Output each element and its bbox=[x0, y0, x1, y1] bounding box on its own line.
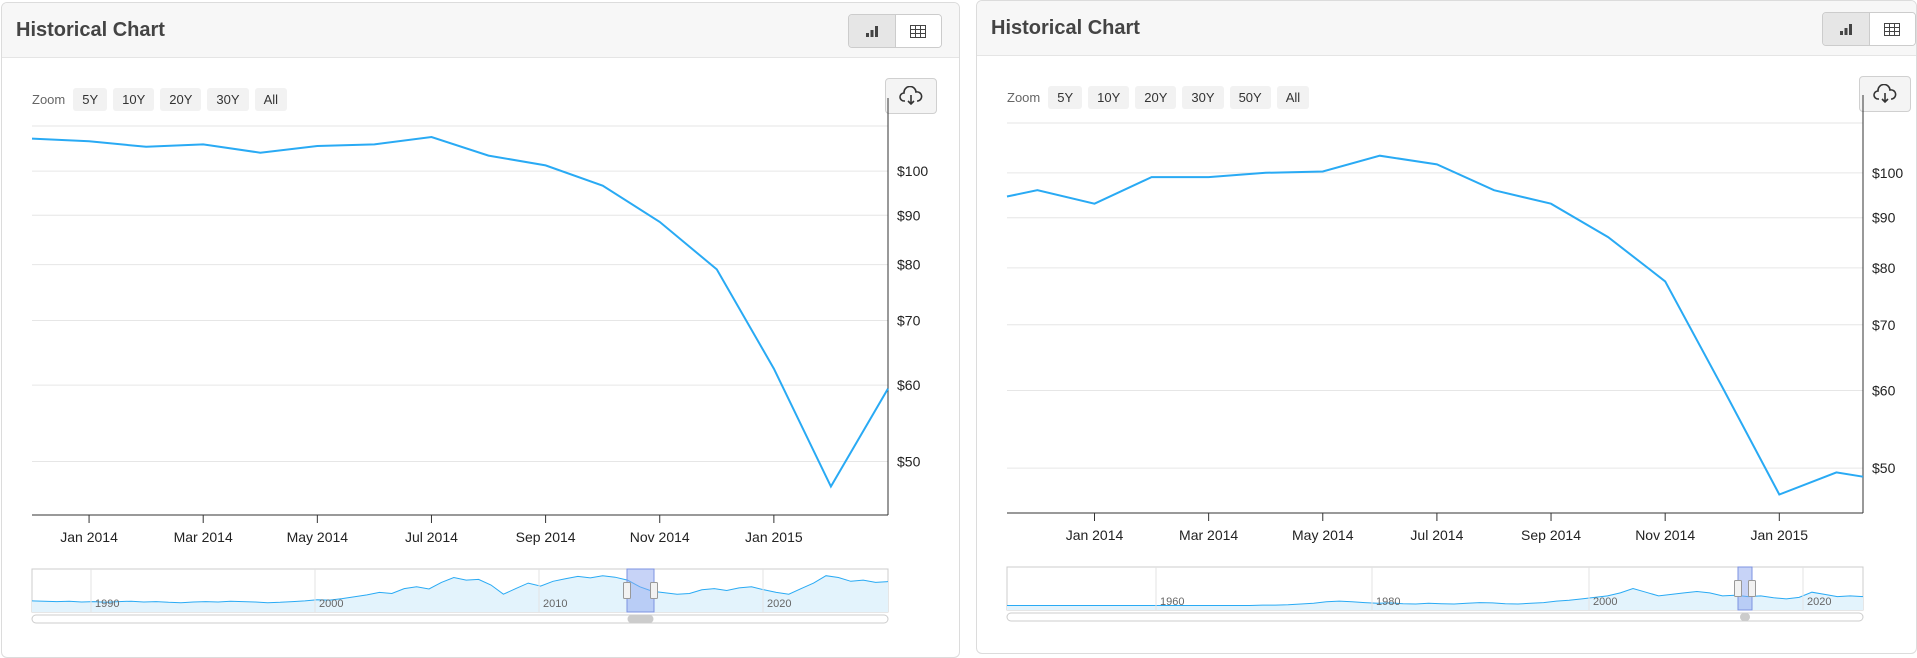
navigator-line bbox=[1007, 587, 1864, 606]
zoom-10y-button[interactable]: 10Y bbox=[113, 88, 155, 111]
navigator-label: 1960 bbox=[1160, 596, 1184, 608]
x-tick-label: Jan 2014 bbox=[1066, 527, 1124, 543]
view-toggle bbox=[848, 14, 942, 48]
x-tick-label: Jul 2014 bbox=[1410, 527, 1463, 543]
x-tick-label: Nov 2014 bbox=[630, 529, 690, 545]
line-chart: $50 $60 $70 $80 $90 $100 Jan 2014 Mar 2014 May 2… bbox=[31, 98, 928, 624]
navigator-scrollbar-thumb bbox=[1740, 613, 1750, 621]
y-tick-label: $60 bbox=[897, 377, 921, 393]
y-tick-label: $80 bbox=[897, 257, 921, 273]
view-toggle bbox=[1822, 12, 1916, 46]
zoom-label: Zoom bbox=[32, 92, 66, 107]
series-line bbox=[1006, 154, 1864, 496]
download-button[interactable] bbox=[1859, 76, 1911, 112]
zoom-30y-button[interactable]: 30Y bbox=[1182, 86, 1224, 109]
navigator-label: 2020 bbox=[767, 598, 791, 610]
panel-header: Historical Chart bbox=[977, 1, 1916, 56]
navigator-selection bbox=[626, 568, 655, 613]
navigator-label: 1980 bbox=[1376, 596, 1400, 608]
zoom-20y-button[interactable]: 20Y bbox=[1135, 86, 1177, 109]
x-tick-label: Jan 2014 bbox=[60, 529, 118, 545]
y-tick-label: $80 bbox=[1872, 260, 1896, 276]
navigator-scrollbar bbox=[31, 614, 889, 624]
x-tick-label: Sep 2014 bbox=[1521, 527, 1581, 543]
panel-title: Historical Chart bbox=[991, 17, 1140, 39]
chart-view-button[interactable] bbox=[849, 15, 895, 47]
navigator-scrollbar bbox=[1006, 612, 1864, 622]
zoom-5y-button[interactable]: 5Y bbox=[73, 88, 108, 111]
y-tick-label: $70 bbox=[1872, 317, 1896, 333]
zoom-30y-button[interactable]: 30Y bbox=[207, 88, 249, 111]
panel-title: Historical Chart bbox=[16, 19, 165, 41]
historical-chart-panel-left: Historical Chart Zoom 5Y 10Y 20Y 30Y All… bbox=[1, 2, 960, 658]
x-tick-label: Nov 2014 bbox=[1635, 527, 1695, 543]
x-tick-label: Jul 2014 bbox=[405, 529, 458, 545]
cloud-download-icon bbox=[1873, 84, 1897, 104]
x-tick-label: Jan 2015 bbox=[745, 529, 803, 545]
gridlines bbox=[32, 125, 888, 462]
x-tick-label: May 2014 bbox=[1292, 527, 1354, 543]
zoom-bar: Zoom 5Y 10Y 20Y 30Y 50Y All bbox=[1007, 86, 1310, 109]
table-view-button[interactable] bbox=[894, 15, 941, 47]
x-tick-label: Sep 2014 bbox=[516, 529, 576, 545]
navigator-area bbox=[32, 575, 888, 612]
x-tick-label: Mar 2014 bbox=[1179, 527, 1238, 543]
navigator-label: 2000 bbox=[1593, 596, 1617, 608]
zoom-10y-button[interactable]: 10Y bbox=[1088, 86, 1130, 109]
zoom-all-button[interactable]: All bbox=[1276, 86, 1310, 109]
y-tick-label: $60 bbox=[1872, 382, 1896, 398]
navigator-area bbox=[1007, 588, 1863, 610]
navigator-label: 2020 bbox=[1807, 596, 1831, 608]
historical-chart-panel-right: Historical Chart Zoom 5Y 10Y 20Y 30Y 50Y… bbox=[976, 0, 1917, 654]
zoom-50y-button[interactable]: 50Y bbox=[1229, 86, 1271, 109]
table-icon bbox=[1884, 22, 1901, 36]
y-tick-label: $90 bbox=[1872, 210, 1896, 226]
zoom-5y-button[interactable]: 5Y bbox=[1048, 86, 1083, 109]
chart-view-button[interactable] bbox=[1823, 13, 1869, 45]
panel-header: Historical Chart bbox=[2, 3, 959, 58]
navigator-label: 1990 bbox=[95, 598, 119, 610]
y-tick-label: $100 bbox=[1872, 165, 1903, 181]
navigator-handle bbox=[623, 582, 631, 599]
table-icon bbox=[910, 24, 927, 38]
navigator-label: 2010 bbox=[543, 598, 567, 610]
navigator-label: 2000 bbox=[319, 598, 343, 610]
gridlines bbox=[1007, 122, 1863, 469]
zoom-label: Zoom bbox=[1007, 90, 1041, 105]
navigator-handle bbox=[1734, 580, 1742, 597]
x-tick-label: Mar 2014 bbox=[174, 529, 233, 545]
series-line bbox=[31, 135, 889, 489]
bar-chart-icon bbox=[865, 26, 878, 37]
navigator-handle bbox=[1748, 580, 1756, 597]
navigator-handle bbox=[650, 582, 658, 599]
y-tick-label: $50 bbox=[897, 453, 921, 469]
y-tick-label: $70 bbox=[897, 313, 921, 329]
zoom-all-button[interactable]: All bbox=[254, 88, 288, 111]
y-tick-label: $50 bbox=[1872, 460, 1896, 476]
line-chart: $50 $60 $70 $80 $90 $100 Jan 2014 Mar 2014 May 2… bbox=[1006, 95, 1903, 622]
y-tick-label: $90 bbox=[897, 207, 921, 223]
zoom-20y-button[interactable]: 20Y bbox=[160, 88, 202, 111]
cloud-download-icon bbox=[899, 86, 923, 106]
zoom-bar: Zoom 5Y 10Y 20Y 30Y All bbox=[32, 88, 288, 111]
navigator-line bbox=[31, 575, 889, 604]
table-view-button[interactable] bbox=[1868, 13, 1915, 45]
x-tick-label: May 2014 bbox=[287, 529, 349, 545]
y-tick-label: $100 bbox=[897, 163, 928, 179]
bar-chart-icon bbox=[1839, 24, 1852, 35]
download-button[interactable] bbox=[885, 78, 937, 114]
navigator-scrollbar-thumb bbox=[627, 615, 654, 623]
x-tick-label: Jan 2015 bbox=[1750, 527, 1808, 543]
